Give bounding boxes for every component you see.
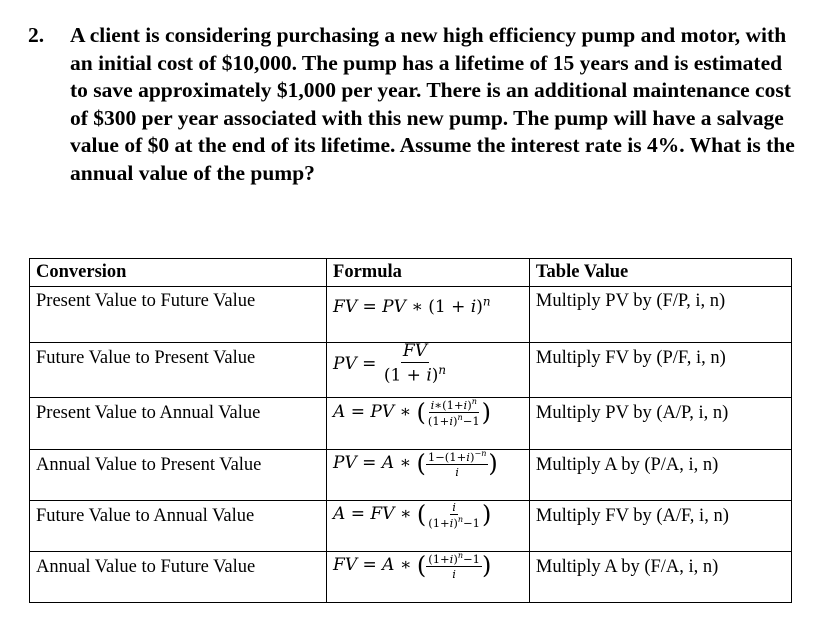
table-row: Annual Value to Future Value FV = A ∗ ((…: [28, 551, 793, 603]
formula-av-to-pv: PV = A ∗ (1−(1+i)−n i): [333, 449, 498, 479]
formula-fv-to-av: A = FV ∗ (i (1+i)n−1): [333, 500, 492, 530]
table-value-cell: Multiply PV by (F/P, i, n): [528, 286, 793, 343]
table-row: Present Value to Future Value FV = PV ∗ …: [28, 286, 793, 343]
formula-pv-to-av: A = PV ∗ (i∗(1+i)n (1+i)n−1): [333, 397, 492, 428]
table-value-cell: Multiply FV by (P/F, i, n): [528, 342, 793, 398]
formula-cell: FV = PV ∗ (1 + i)n: [326, 286, 530, 343]
problem-number: 2.: [28, 23, 45, 47]
conversion-cell: Annual Value to Future Value: [28, 551, 328, 603]
formula-cell: A = PV ∗ (i∗(1+i)n (1+i)n−1): [326, 397, 530, 450]
formula-cell: PV = FV (1 + i)n: [326, 341, 530, 398]
table-value-cell: Multiply PV by (A/P, i, n): [528, 397, 793, 450]
table-value-cell: Multiply A by (P/A, i, n): [528, 449, 793, 501]
formula-pv-to-fv: FV = PV ∗ (1 + i)n: [333, 294, 491, 317]
table-value-cell: Multiply FV by (A/F, i, n): [528, 500, 793, 552]
table-row: Annual Value to Present Value PV = A ∗ (…: [28, 449, 793, 501]
table-header-row: Conversion Formula Table Value: [28, 258, 793, 287]
conversion-cell: Present Value to Future Value: [28, 286, 328, 343]
conversion-cell: Present Value to Annual Value: [28, 397, 328, 450]
formula-cell: FV = A ∗ ((1+i)n−1 i): [326, 551, 530, 603]
header-formula: Formula: [326, 258, 530, 287]
conversion-cell: Future Value to Annual Value: [28, 500, 328, 552]
table-row: Present Value to Annual Value A = PV ∗ (…: [28, 397, 793, 450]
conversion-cell: Annual Value to Present Value: [28, 449, 328, 501]
table-row: Future Value to Annual Value A = FV ∗ (i…: [28, 500, 793, 552]
formula-fv-to-pv: PV = FV (1 + i)n: [333, 341, 447, 386]
problem-statement: 2. A client is considering purchasing a …: [28, 22, 803, 187]
conversion-table: Conversion Formula Table Value Present V…: [28, 258, 793, 603]
problem-text: A client is considering purchasing a new…: [70, 23, 795, 185]
formula-av-to-fv: FV = A ∗ ((1+i)n−1 i): [333, 551, 492, 581]
formula-cell: PV = A ∗ (1−(1+i)−n i): [326, 449, 530, 501]
header-conversion: Conversion: [28, 258, 328, 287]
conversion-cell: Future Value to Present Value: [28, 342, 328, 398]
header-table-value: Table Value: [528, 258, 793, 287]
formula-cell: A = FV ∗ (i (1+i)n−1): [326, 500, 530, 552]
table-row: Future Value to Present Value PV = FV (1 …: [28, 341, 793, 398]
table-value-cell: Multiply A by (F/A, i, n): [528, 551, 793, 603]
